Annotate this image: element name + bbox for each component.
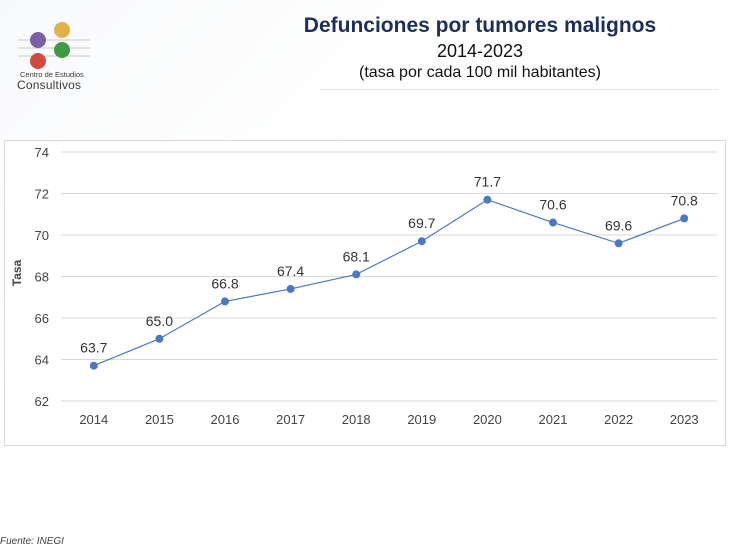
logo-dot-red xyxy=(30,53,46,69)
data-label: 68.1 xyxy=(343,248,370,264)
data-label: 65.0 xyxy=(146,313,173,329)
data-label: 71.7 xyxy=(474,174,501,190)
data-point xyxy=(549,218,557,227)
x-tick-label: 2021 xyxy=(539,412,568,427)
logo-dot-purple xyxy=(30,32,46,48)
series-points-layer xyxy=(89,195,689,370)
grid-layer xyxy=(61,151,717,402)
page-title: Defunciones por tumores malignos xyxy=(303,14,657,37)
y-tick-label: 70 xyxy=(35,228,49,243)
y-tick-label: 74 xyxy=(35,145,49,160)
y-axis-label: Tasa xyxy=(10,259,24,286)
y-tick-label: 66 xyxy=(35,311,49,326)
org-name-line1: Centro de Estudios xyxy=(20,70,84,79)
x-tick-label: 2023 xyxy=(670,412,699,427)
header-divider xyxy=(320,89,718,90)
data-label: 67.4 xyxy=(277,263,304,279)
data-point xyxy=(417,237,426,246)
data-label: 66.8 xyxy=(211,275,238,291)
x-tick-label: 2022 xyxy=(604,412,633,427)
data-point xyxy=(286,284,295,293)
data-point xyxy=(155,334,164,343)
series-line xyxy=(93,199,685,367)
chart-frame: 62 64 66 68 70 72 74 2014 2015 2016 2017 2018 2019 2… xyxy=(4,140,726,446)
data-point xyxy=(352,270,361,279)
data-point xyxy=(483,195,492,204)
data-point xyxy=(680,214,689,223)
x-tick-label: 2020 xyxy=(473,412,502,427)
logo-dot-green xyxy=(54,42,70,58)
data-point xyxy=(89,361,98,370)
data-label: 70.6 xyxy=(539,197,566,213)
unit-label: (tasa por cada 100 mil habitantes) xyxy=(359,64,601,81)
y-axis-ticks: 62 64 66 68 70 72 74 xyxy=(35,145,49,409)
x-axis-ticks: 2014 2015 2016 2017 2018 2019 2020 2021 2022 2023 xyxy=(79,412,698,427)
x-tick-label: 2019 xyxy=(407,412,436,427)
x-tick-label: 2018 xyxy=(342,412,371,427)
data-label: 70.8 xyxy=(671,192,698,208)
org-name-line2: Consultivos xyxy=(17,78,82,92)
data-label: 69.6 xyxy=(605,217,632,233)
series-line-layer xyxy=(93,199,685,367)
data-point xyxy=(614,239,623,248)
y-tick-label: 64 xyxy=(35,353,49,368)
x-tick-label: 2016 xyxy=(211,412,240,427)
period-label: 2014-2023 xyxy=(436,41,524,61)
y-tick-label: 72 xyxy=(35,187,49,202)
x-tick-label: 2017 xyxy=(276,412,305,427)
data-point xyxy=(221,297,229,306)
x-tick-label: 2015 xyxy=(145,412,174,427)
data-labels-layer: 63.7 65.0 66.8 67.4 68.1 69.7 71.7 70.6 69.6 70.8 xyxy=(80,174,698,356)
logo-dot-yellow xyxy=(54,22,70,38)
x-tick-label: 2014 xyxy=(79,412,108,427)
y-tick-label: 68 xyxy=(35,270,49,285)
data-label: 69.7 xyxy=(408,215,435,231)
y-tick-label: 62 xyxy=(35,394,49,409)
org-logo xyxy=(18,22,90,69)
data-label: 63.7 xyxy=(80,340,107,356)
header: Defunciones por tumores malignos 2014-20… xyxy=(250,12,710,84)
source-note: Fuente: INEGI xyxy=(0,536,64,547)
